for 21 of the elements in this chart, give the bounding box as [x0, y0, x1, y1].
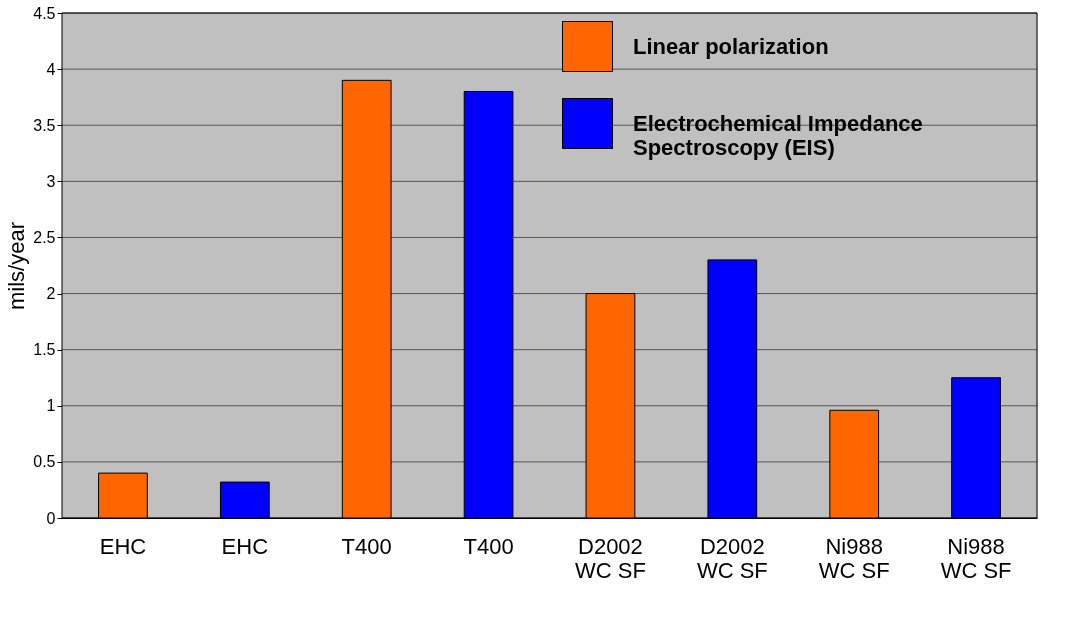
- x-tick-label: EHC: [99, 533, 147, 559]
- y-tick-label: 1.5: [33, 341, 56, 359]
- y-tick-label: 4.5: [33, 4, 56, 22]
- y-tick-label: 2: [46, 285, 56, 303]
- y-tick-label: 4: [46, 60, 56, 78]
- x-tick-label: T400: [341, 533, 392, 559]
- y-tick-label: 2.5: [33, 228, 56, 246]
- y-tick-label: 0: [46, 509, 56, 527]
- legend-label: Electrochemical Impedance Spectroscopy (EIS): [633, 110, 923, 160]
- x-tick-label: EHC: [221, 533, 269, 559]
- y-tick-label: 3: [46, 172, 56, 190]
- y-axis-title: mils/year: [4, 221, 30, 311]
- x-tick-label: Ni988 WC SF: [940, 533, 1012, 583]
- y-tick-label: 1: [46, 397, 56, 415]
- legend-label: Linear polarization: [633, 33, 829, 59]
- x-tick-label: D2002 WC SF: [574, 533, 646, 583]
- x-tick-label: D2002 WC SF: [696, 533, 768, 583]
- x-tick-label: T400: [463, 533, 514, 559]
- y-tick-label: 0.5: [33, 453, 56, 471]
- y-tick-label: 3.5: [33, 116, 56, 134]
- x-tick-label: Ni988 WC SF: [818, 533, 890, 583]
